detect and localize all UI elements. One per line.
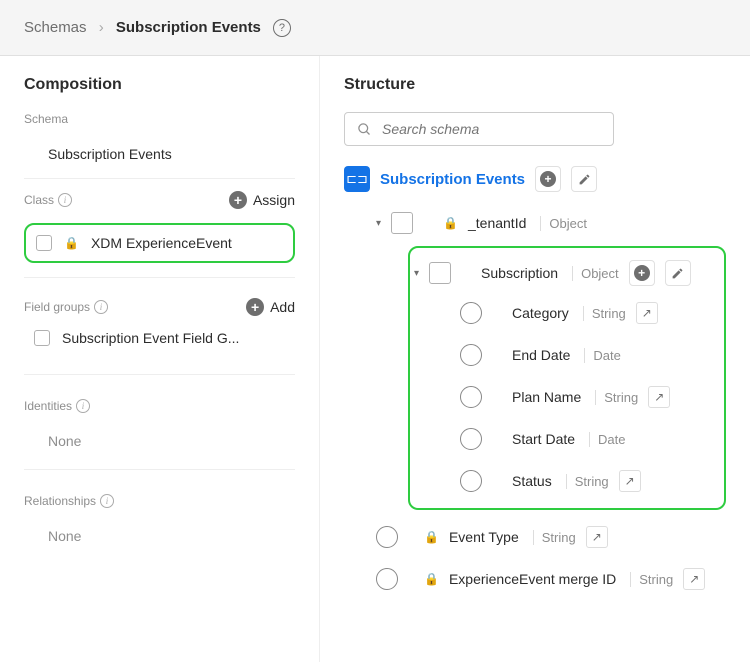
structure-title: Structure — [344, 76, 726, 94]
field-node-icon — [460, 386, 482, 408]
tree-root[interactable]: ⊏⊐ Subscription Events + — [344, 166, 726, 192]
info-icon[interactable]: i — [94, 300, 108, 314]
search-input[interactable] — [344, 112, 614, 146]
schema-section-label: Schema — [24, 112, 295, 126]
breadcrumb-sep: › — [99, 19, 104, 36]
breadcrumb-current: Subscription Events — [116, 19, 261, 36]
checkbox[interactable] — [36, 235, 52, 251]
schema-name[interactable]: Subscription Events — [24, 130, 295, 179]
class-item-xdm[interactable]: 🔒 XDM ExperienceEvent — [24, 223, 295, 263]
edit-button[interactable] — [571, 166, 597, 192]
composition-title: Composition — [24, 76, 295, 94]
chevron-down-icon[interactable]: ▾ — [376, 218, 381, 229]
root-label[interactable]: Subscription Events — [380, 171, 525, 188]
field-label: Start Date — [512, 431, 575, 447]
help-icon[interactable]: ? — [273, 19, 291, 37]
relationships-section-label: Relationships i — [24, 494, 295, 508]
field-label: Plan Name — [512, 389, 581, 405]
lock-icon: 🔒 — [64, 236, 79, 250]
fieldgroup-item[interactable]: Subscription Event Field G... — [24, 316, 295, 360]
field-type: Date — [584, 348, 620, 363]
header: Schemas › Subscription Events ? — [0, 0, 750, 56]
fieldgroups-section-label: Field groups i — [24, 300, 108, 314]
field-node-icon — [460, 344, 482, 366]
subscription-highlight: ▾ Subscription Object + Category String ↗ E… — [408, 246, 726, 510]
field-type: String — [566, 474, 609, 489]
arrow-icon[interactable]: ↗ — [683, 568, 705, 590]
composition-panel: Composition Schema Subscription Events C… — [0, 56, 320, 662]
checkbox[interactable] — [34, 330, 50, 346]
field-node[interactable]: End Date Date — [460, 334, 716, 376]
checkbox[interactable] — [429, 262, 451, 284]
tenant-node[interactable]: ▾ 🔒 _tenantId Object — [376, 206, 726, 240]
subscription-node[interactable]: ▾ Subscription Object + — [414, 254, 716, 292]
field-type: String — [595, 390, 638, 405]
info-icon[interactable]: i — [76, 399, 90, 413]
field-node-icon — [460, 302, 482, 324]
field-label: End Date — [512, 347, 570, 363]
lock-icon: 🔒 — [424, 572, 439, 586]
structure-panel: Structure ⊏⊐ Subscription Events + ▾ 🔒 — [320, 56, 750, 662]
lock-icon: 🔒 — [424, 530, 439, 544]
identities-none: None — [24, 413, 295, 470]
field-label: Category — [512, 305, 569, 321]
plus-icon: + — [229, 191, 247, 209]
breadcrumb: Schemas › Subscription Events — [24, 19, 261, 36]
arrow-icon[interactable]: ↗ — [586, 526, 608, 548]
add-field-button[interactable]: + — [629, 260, 655, 286]
checkbox[interactable] — [391, 212, 413, 234]
field-node-icon — [376, 568, 398, 590]
field-node[interactable]: Start Date Date — [460, 418, 716, 460]
edit-button[interactable] — [665, 260, 691, 286]
arrow-icon[interactable]: ↗ — [636, 302, 658, 324]
info-icon[interactable]: i — [100, 494, 114, 508]
field-node[interactable]: Plan Name String ↗ — [460, 376, 716, 418]
arrow-icon[interactable]: ↗ — [648, 386, 670, 408]
class-section-label: Class i — [24, 193, 72, 207]
add-button[interactable]: + Add — [246, 298, 295, 316]
identities-section-label: Identities i — [24, 399, 295, 413]
field-node-icon — [460, 470, 482, 492]
field-node-icon — [460, 428, 482, 450]
event-type-node[interactable]: 🔒 Event Type String ↗ — [376, 516, 726, 558]
search-field[interactable] — [382, 121, 601, 137]
search-icon — [357, 122, 372, 137]
breadcrumb-root[interactable]: Schemas — [24, 19, 87, 36]
field-node[interactable]: Status String ↗ — [460, 460, 716, 502]
relationships-none: None — [24, 508, 295, 564]
add-field-button[interactable]: + — [535, 166, 561, 192]
assign-button[interactable]: + Assign — [229, 191, 295, 209]
lock-icon: 🔒 — [443, 216, 458, 230]
field-node[interactable]: Category String ↗ — [460, 292, 716, 334]
field-label: Status — [512, 473, 552, 489]
schema-icon: ⊏⊐ — [344, 166, 370, 192]
field-type: Date — [589, 432, 625, 447]
field-type: String — [583, 306, 626, 321]
plus-icon: + — [246, 298, 264, 316]
chevron-down-icon[interactable]: ▾ — [414, 268, 419, 279]
arrow-icon[interactable]: ↗ — [619, 470, 641, 492]
field-node-icon — [376, 526, 398, 548]
merge-id-node[interactable]: 🔒 ExperienceEvent merge ID String ↗ — [376, 558, 726, 600]
info-icon[interactable]: i — [58, 193, 72, 207]
schema-tree: ⊏⊐ Subscription Events + ▾ 🔒 _tenantId O… — [344, 166, 726, 600]
